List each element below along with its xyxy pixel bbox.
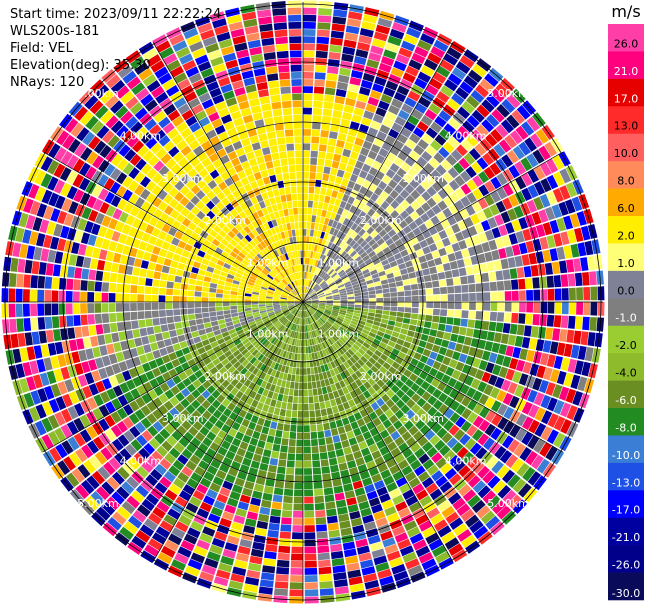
- colorbar-swatch: [608, 243, 644, 272]
- range-ring-label: 5.00km: [487, 87, 529, 100]
- colorbar-swatch: [608, 298, 644, 327]
- colorbar-swatch: [608, 106, 644, 135]
- colorbar-swatch: [608, 517, 644, 546]
- nrays: NRays: 120: [10, 75, 85, 90]
- colorbar-swatch: [608, 490, 644, 519]
- field-name: Field: VEL: [10, 41, 73, 56]
- colorbar-swatch: [608, 435, 644, 464]
- range-ring-label: 1.00km: [247, 327, 289, 340]
- colorbar-tick-label: -17.0: [612, 504, 640, 517]
- range-ring-label: 1.00km: [318, 327, 360, 340]
- velocity-cells: [16, 10, 595, 604]
- range-ring-label: 4.00km: [120, 129, 162, 142]
- colorbar-swatch: [608, 78, 644, 107]
- colorbar-tick-label: -2.0: [615, 339, 636, 352]
- colorbar-tick-label: 17.0: [614, 92, 639, 105]
- colorbar-tick-label: -1.0: [615, 312, 636, 325]
- colorbar-swatch: [608, 408, 644, 436]
- start-time: Start time: 2023/09/11 22:22:24: [10, 7, 222, 22]
- elevation: Elevation(deg): 35.30: [10, 58, 151, 73]
- colorbar-tick-label: 1.0: [617, 257, 635, 270]
- velocity-cells: [1, 14, 583, 593]
- colorbar-tick-label: -8.0: [615, 421, 636, 434]
- colorbar-unit: m/s: [611, 2, 640, 21]
- colorbar-swatch: [608, 24, 644, 52]
- colorbar-swatch: [608, 133, 644, 162]
- colorbar-swatch: [608, 188, 644, 217]
- colorbar-tick-label: 26.0: [614, 37, 639, 50]
- range-ring-label: 2.00km: [204, 214, 246, 227]
- range-ring-label: 4.00km: [445, 129, 487, 142]
- info-panel: Start time: 2023/09/11 22:22:24 WLS200s-…: [10, 6, 221, 91]
- range-ring-label: 5.00km: [77, 497, 119, 510]
- colorbar-tick-label: 0.0: [617, 284, 635, 297]
- range-ring-label: 2.00km: [360, 370, 402, 383]
- range-ring-label: 3.00km: [162, 172, 204, 185]
- colorbar-tick-label: -4.0: [615, 367, 636, 380]
- colorbar-swatch: [608, 51, 644, 80]
- range-ring-label: 3.00km: [402, 412, 444, 425]
- azimuth-spoke: [302, 151, 563, 303]
- range-ring-labels: 1.00km 2.00km 3.00km 4.00km 5.00km 1.00km 2.00…: [77, 87, 529, 510]
- range-rings: [3, 2, 603, 602]
- range-ring-label: 4.00km: [445, 455, 487, 468]
- colorbar-swatch: [608, 380, 644, 409]
- colorbar-swatch: [608, 545, 644, 573]
- colorbar-swatch: [608, 161, 644, 189]
- azimuth-spoke: [152, 42, 304, 303]
- colorbar-tick-label: -10.0: [612, 449, 640, 462]
- colorbar-tick-label: -13.0: [612, 476, 640, 489]
- range-ring-label: 3.00km: [162, 412, 204, 425]
- ppi-rays: [1, 0, 605, 604]
- range-ring-label: 5.00km: [77, 87, 119, 100]
- colorbar-tick-label: 6.0: [617, 202, 635, 215]
- range-ring-label: 2.00km: [360, 214, 402, 227]
- instrument-name: WLS200s-181: [10, 24, 100, 39]
- azimuth-spoke: [302, 301, 563, 453]
- velocity-cells: [12, 38, 601, 590]
- colorbar-tick-label: 2.0: [617, 229, 635, 242]
- colorbar: m/s 26.0 21.0 17.0 13.0 10.0 8.0 6.0 2.0 1.0 0.0 -1…: [608, 2, 644, 601]
- colorbar-tick-label: 8.0: [617, 175, 635, 188]
- azimuth-spoke: [302, 42, 454, 303]
- colorbar-tick-label: -21.0: [612, 531, 640, 544]
- colorbar-swatch: [608, 216, 644, 244]
- range-ring-label: 3.00km: [402, 172, 444, 185]
- range-ring-label: 2.00km: [204, 370, 246, 383]
- colorbar-tick-label: -26.0: [612, 559, 640, 572]
- colorbar-swatch: [608, 462, 644, 491]
- azimuth-spoke: [152, 301, 304, 562]
- colorbar-tick-label: -6.0: [615, 394, 636, 407]
- colorbar-tick-label: 10.0: [614, 147, 639, 160]
- azimuth-spoke: [302, 301, 454, 562]
- colorbar-tick-label: 13.0: [614, 120, 639, 133]
- colorbar-swatch: [608, 572, 644, 601]
- range-ring-label: 1.00km: [318, 257, 360, 270]
- colorbar-swatch: [608, 353, 644, 381]
- azimuth-spoke: [43, 301, 304, 453]
- colorbar-swatch: [608, 270, 644, 299]
- velocity-cells: [33, 17, 579, 561]
- range-ring-label: 5.00km: [487, 497, 529, 510]
- range-ring-label: 4.00km: [120, 455, 162, 468]
- colorbar-swatch: [608, 325, 644, 354]
- colorbar-tick-label: -30.0: [612, 587, 640, 600]
- colorbar-tick-label: 21.0: [614, 65, 639, 78]
- range-ring-label: 1.00km: [247, 257, 289, 270]
- azimuth-spoke: [43, 151, 304, 303]
